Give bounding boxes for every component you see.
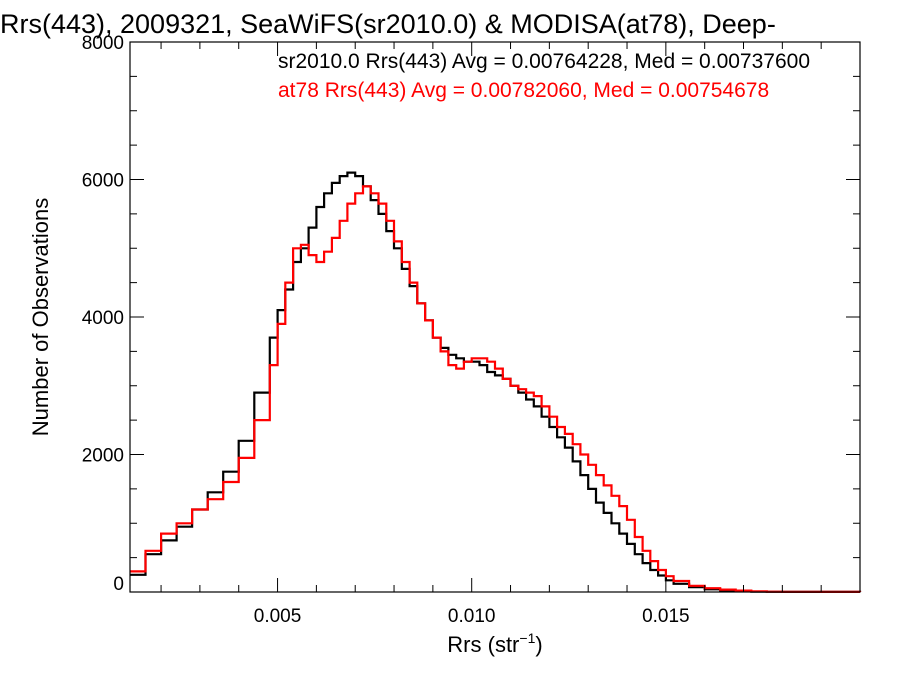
axes: 0.005 0.010 0.015 0 2000 4000 6000 8000 [82,33,861,627]
y-axis-label: Number of Observations [28,198,53,436]
x-tick-label: 0.005 [254,606,302,627]
y-tick-label: 0 [113,574,124,595]
x-tick-label: 0.010 [448,606,496,627]
y-tick-label: 4000 [82,308,124,329]
chart-title: Rrs(443), 2009321, SeaWiFS(sr2010.0) & M… [0,9,776,39]
legend-entry-at78: at78 Rrs(443) Avg = 0.00782060, Med = 0.… [278,79,769,102]
x-axis-label-main: Rrs (str [447,632,519,657]
x-tick-label: 0.015 [642,606,690,627]
y-tick-label: 8000 [82,33,124,54]
x-axis-label: Rrs (str−1) [447,630,542,657]
x-axis-label-close: ) [535,632,542,657]
x-axis-label-superscript: −1 [519,630,535,646]
y-tick-label: 6000 [82,171,124,192]
y-tick-label: 2000 [82,446,124,467]
series-at78-line [130,185,862,593]
legend-entry-sr2010: sr2010.0 Rrs(443) Avg = 0.00764228, Med … [278,50,810,73]
plot-area [130,171,862,593]
